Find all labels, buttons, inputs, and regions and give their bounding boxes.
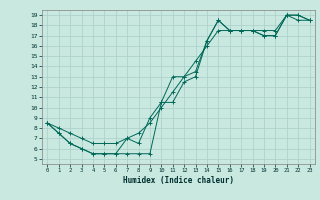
X-axis label: Humidex (Indice chaleur): Humidex (Indice chaleur) xyxy=(123,176,234,185)
